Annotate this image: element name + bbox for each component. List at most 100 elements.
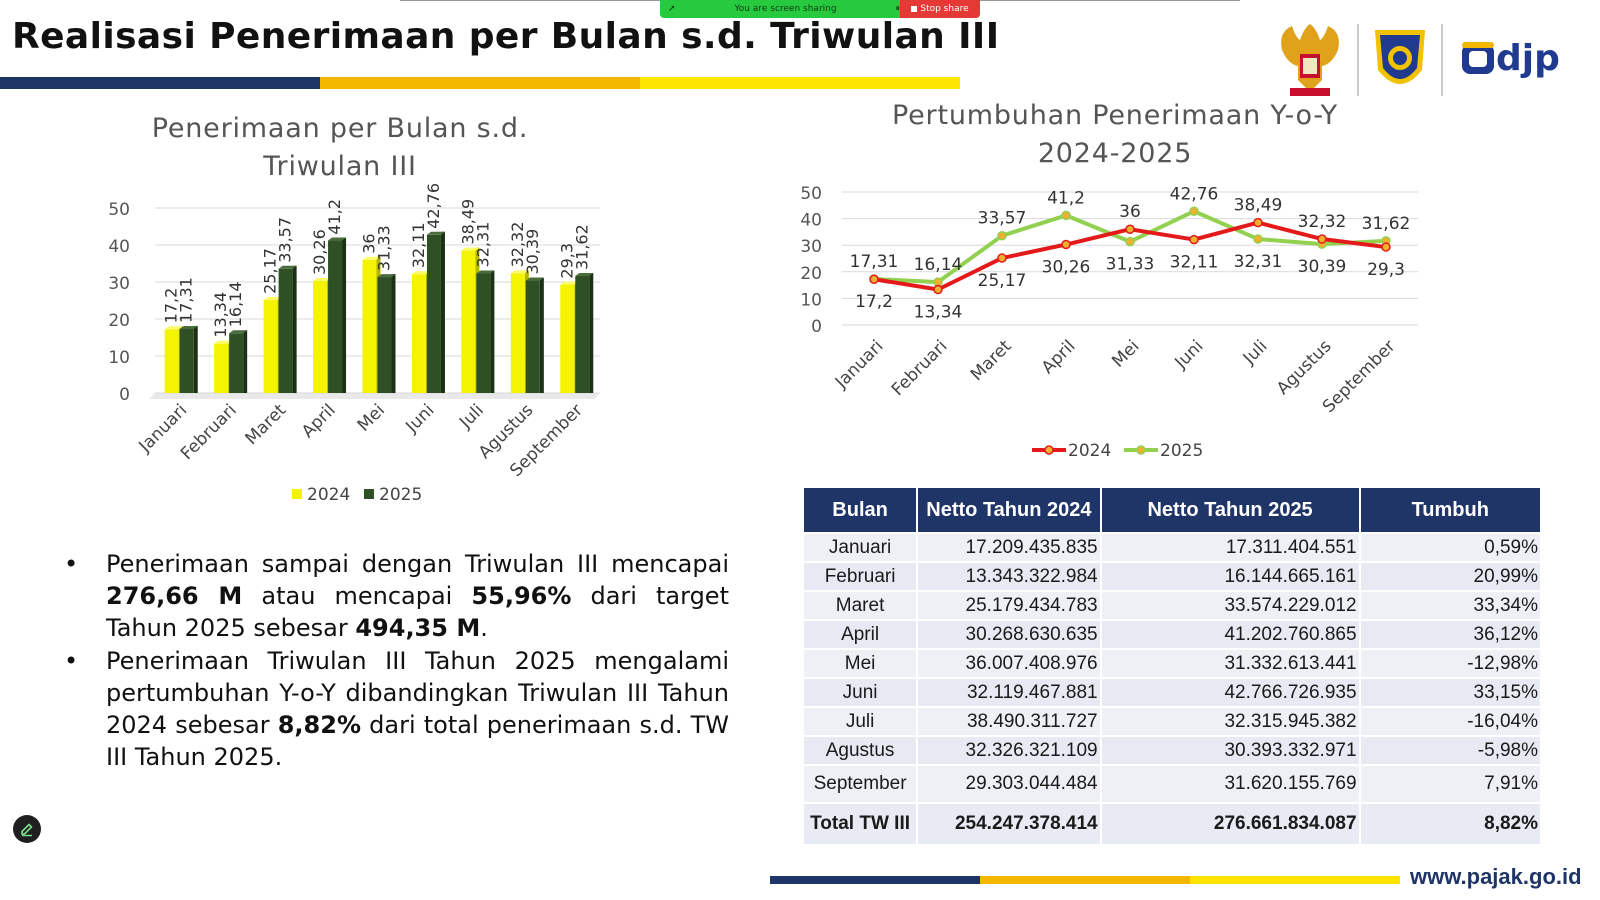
line-data-label-2024: 13,34 bbox=[914, 303, 963, 323]
cell-bulan: Juli bbox=[801, 706, 919, 737]
line-data-label-2024: 36 bbox=[1119, 202, 1141, 222]
line-data-label-2025: 31,62 bbox=[1362, 214, 1411, 234]
cell-netto-2025: 16.144.665.161 bbox=[1099, 561, 1361, 592]
bar-top-2025 bbox=[426, 231, 445, 235]
bar-top-2024 bbox=[214, 340, 233, 344]
cell-bulan: Total TW III bbox=[801, 802, 919, 846]
bar-2025-Maret bbox=[278, 268, 293, 393]
table-row: September 29.303.044.484 31.620.155.769 7,9… bbox=[801, 764, 1543, 804]
bar-data-label: 13,34 bbox=[211, 292, 230, 338]
line-point-2024 bbox=[997, 253, 1007, 263]
bar-2024-Mei bbox=[362, 259, 377, 393]
table-row: Februari 13.343.322.984 16.144.665.161 20,9… bbox=[801, 561, 1543, 592]
cell-bulan: Maret bbox=[801, 590, 919, 621]
bar-2024-Februari bbox=[214, 343, 229, 393]
bar-side-2025 bbox=[292, 265, 297, 393]
line-x-tick: Agustus bbox=[1273, 336, 1336, 399]
bar-side-2025 bbox=[243, 330, 248, 393]
bar-chart-title-line2: Triwulan III bbox=[263, 151, 417, 182]
col-bulan: Bulan bbox=[801, 486, 919, 534]
footer-stripe bbox=[770, 876, 1400, 884]
bar-side-2025 bbox=[342, 237, 347, 393]
bar-2025-Juni bbox=[426, 234, 441, 393]
line-point-2024 bbox=[1381, 242, 1391, 252]
bar-2025-April bbox=[328, 240, 343, 393]
bar-y-tick: 20 bbox=[108, 311, 130, 331]
bar-data-label: 32,32 bbox=[508, 222, 527, 268]
bar-2024-April bbox=[313, 281, 328, 393]
cell-bulan: September bbox=[801, 764, 919, 804]
cell-netto-2025: 30.393.332.971 bbox=[1099, 735, 1361, 766]
cell-bulan: Januari bbox=[801, 532, 919, 563]
screen-share-label: You are screen sharing bbox=[734, 4, 837, 14]
line-chart-title-line1: Pertumbuhan Penerimaan Y-o-Y bbox=[892, 100, 1338, 131]
line-x-tick: Februari bbox=[888, 336, 952, 400]
line-data-label-2025: 42,76 bbox=[1170, 184, 1219, 204]
line-legend-marker-2025 bbox=[1136, 445, 1146, 455]
bar-top-2025 bbox=[278, 265, 297, 269]
line-legend-label: 2025 bbox=[1160, 441, 1203, 461]
bar-2024-Agustus bbox=[510, 273, 525, 393]
line-data-label-2024: 29,3 bbox=[1367, 260, 1405, 280]
bar-y-tick: 50 bbox=[108, 200, 130, 220]
bar-2024-Juni bbox=[411, 274, 426, 393]
djp-logo: djp bbox=[1462, 38, 1560, 79]
line-point-2025 bbox=[1189, 206, 1199, 217]
bar-side-2025 bbox=[391, 274, 396, 393]
bar-2025-Januari bbox=[179, 328, 194, 393]
line-data-label-2025: 16,14 bbox=[914, 255, 963, 275]
bar-data-label: 16,14 bbox=[226, 281, 245, 327]
bar-2024-Juli bbox=[461, 250, 476, 393]
bar-2025-Agustus bbox=[525, 280, 540, 393]
cell-netto-2024: 32.119.467.881 bbox=[916, 677, 1102, 708]
line-x-tick: April bbox=[1038, 336, 1080, 378]
bar-2025-Mei bbox=[377, 277, 392, 393]
col-tumbuh: Tumbuh bbox=[1358, 486, 1543, 534]
table-row: Juli 38.490.311.727 32.315.945.382 -16,04% bbox=[801, 706, 1543, 737]
summary-bullets: Penerimaan sampai dengan Triwulan III me… bbox=[64, 548, 729, 774]
cell-netto-2024: 29.303.044.484 bbox=[916, 764, 1102, 804]
line-y-tick: 10 bbox=[800, 290, 822, 310]
bar-side-2025 bbox=[490, 270, 495, 393]
line-data-label-2025: 33,57 bbox=[978, 209, 1027, 229]
bar-data-label: 30,26 bbox=[310, 229, 329, 275]
cell-tumbuh: 33,15% bbox=[1358, 677, 1543, 708]
cell-tumbuh: 20,99% bbox=[1358, 561, 1543, 592]
bar-y-tick: 10 bbox=[108, 348, 130, 368]
bar-side-2025 bbox=[589, 273, 594, 393]
annotate-button[interactable] bbox=[13, 815, 41, 843]
pause-icon[interactable]: ⏸ bbox=[895, 4, 900, 14]
line-x-tick: Januari bbox=[831, 336, 888, 393]
line-chart-title-line2: 2024-2025 bbox=[1037, 138, 1193, 169]
cell-bulan: April bbox=[801, 619, 919, 650]
line-point-2024 bbox=[933, 284, 943, 295]
logos: djp bbox=[1281, 24, 1560, 96]
cell-netto-2024: 38.490.311.727 bbox=[916, 706, 1102, 737]
cell-netto-2025: 42.766.726.935 bbox=[1099, 677, 1361, 708]
cell-tumbuh: -16,04% bbox=[1358, 706, 1543, 737]
line-y-tick: 20 bbox=[800, 264, 822, 284]
line-data-label-2024: 38,49 bbox=[1234, 196, 1283, 216]
bar-x-tick: Juli bbox=[455, 400, 488, 433]
line-chart-title: Pertumbuhan Penerimaan Y-o-Y 2024-2025 bbox=[880, 97, 1350, 173]
line-x-tick: Mei bbox=[1108, 336, 1143, 371]
bar-data-label: 25,17 bbox=[261, 248, 280, 294]
kemenkeu-logo-icon bbox=[1375, 30, 1425, 84]
screen-share-status[interactable]: ➚ You are screen sharing ⏸ bbox=[660, 0, 900, 18]
line-data-label-2025: 41,2 bbox=[1047, 188, 1085, 208]
line-y-tick: 30 bbox=[800, 237, 822, 257]
col-netto-2025: Netto Tahun 2025 bbox=[1099, 486, 1361, 534]
bar-top-2024 bbox=[362, 256, 381, 260]
table-total-row: Total TW III 254.247.378.414 276.661.834.0… bbox=[801, 802, 1543, 846]
garuda-logo-icon bbox=[1281, 24, 1339, 96]
line-point-2024 bbox=[1317, 234, 1327, 244]
screen-share-bar[interactable]: ➚ You are screen sharing ⏸ Stop share bbox=[660, 0, 980, 18]
bar-data-label: 30,39 bbox=[523, 229, 542, 275]
site-url[interactable]: www.pajak.go.id bbox=[1410, 864, 1582, 889]
line-data-label-2025: 30,39 bbox=[1298, 257, 1347, 277]
stop-share-button[interactable]: Stop share bbox=[900, 0, 980, 18]
line-data-label-2024: 17,2 bbox=[855, 292, 893, 312]
bar-data-label: 42,76 bbox=[424, 183, 443, 229]
bar-top-2024 bbox=[510, 270, 529, 274]
bar-data-label: 38,49 bbox=[458, 199, 477, 245]
